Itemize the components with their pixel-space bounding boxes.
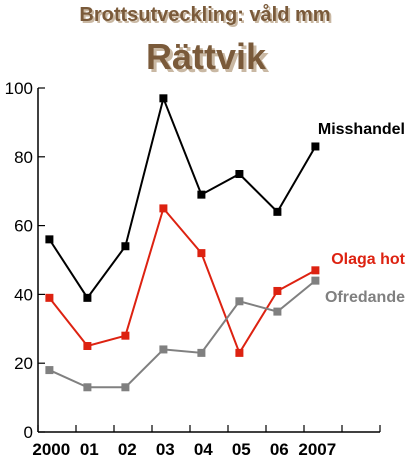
series-line-2	[48, 279, 317, 389]
data-point	[311, 276, 320, 285]
chart-subtitle: Rättvik	[146, 36, 267, 77]
data-point	[83, 383, 92, 392]
data-point	[311, 142, 320, 151]
y-tick-label: 60	[14, 217, 33, 236]
x-tick-label: 2007	[298, 440, 336, 459]
x-tick-label: 03	[156, 440, 175, 459]
y-tick-label: 40	[14, 285, 33, 304]
data-point	[159, 345, 168, 354]
data-point	[83, 293, 92, 302]
data-point	[83, 342, 92, 350]
series-layer: Misshandel Olaga hot Ofredande	[45, 94, 406, 392]
data-point	[45, 293, 54, 302]
data-point	[273, 286, 282, 295]
series-label: Ofredande	[325, 289, 405, 306]
data-point	[235, 297, 244, 306]
chart-subtitle-shadow: Rättvik	[149, 39, 270, 80]
data-point	[197, 249, 206, 258]
data-point	[235, 170, 244, 178]
data-point	[121, 242, 130, 251]
data-point	[311, 266, 320, 275]
axes: 0 20 40 60 80 100 2000 01 02 03 04 05 06 2007	[5, 79, 381, 459]
data-point	[159, 94, 168, 103]
x-tick-label: 06	[270, 440, 289, 459]
y-tick-label: 0	[24, 423, 33, 442]
series-label: Olaga hot	[331, 251, 405, 268]
data-point	[197, 190, 206, 199]
x-tick-label: 02	[118, 440, 137, 459]
series-line-0	[48, 95, 317, 300]
data-point	[273, 307, 282, 316]
data-point	[121, 331, 130, 340]
data-point	[45, 235, 54, 244]
x-tick-label: 01	[80, 440, 99, 459]
data-point	[273, 207, 282, 216]
series-label: Misshandel	[318, 121, 405, 138]
data-point	[197, 348, 206, 357]
data-point	[159, 204, 168, 213]
series-line-1	[48, 206, 316, 356]
chart-title-shadow: Brottsutveckling: våld mm	[81, 5, 332, 28]
x-tick-label: 2000	[32, 440, 70, 459]
x-tick-label: 05	[232, 440, 251, 459]
x-tick-label: 04	[194, 440, 213, 459]
y-tick-label: 100	[5, 79, 33, 98]
data-point	[45, 366, 54, 375]
chart-title: Brottsutveckling: våld mm	[79, 3, 330, 26]
data-point	[121, 383, 130, 392]
y-tick-label: 80	[14, 148, 33, 167]
data-point	[235, 348, 244, 357]
y-tick-label: 20	[14, 354, 33, 373]
